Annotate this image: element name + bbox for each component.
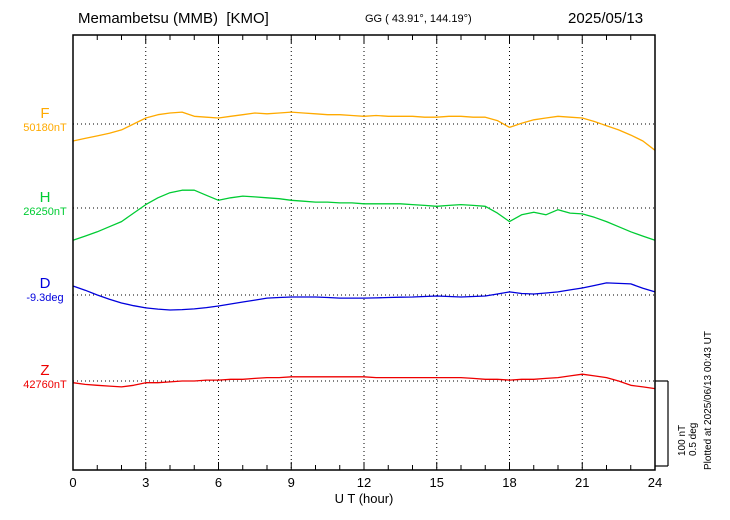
series-name-F: F bbox=[40, 105, 50, 122]
x-tick-label-24: 24 bbox=[647, 475, 663, 490]
plotted-at-note: Plotted at 2025/06/13 00:43 UT bbox=[703, 331, 714, 470]
series-label-Z: Z 42760nT bbox=[10, 363, 80, 392]
series-name-H: H bbox=[39, 189, 51, 206]
x-tick-label-9: 9 bbox=[287, 475, 295, 490]
series-baseline-F: 50180nT bbox=[23, 122, 67, 134]
trace-D bbox=[72, 282, 656, 311]
series-name-Z: Z bbox=[40, 362, 50, 379]
x-tick-labels: 0 3 6 9 12 15 18 21 24 bbox=[0, 475, 730, 491]
trace-Z bbox=[72, 373, 656, 390]
scale-bar-label-nt: 100 nT bbox=[677, 424, 688, 456]
series-baseline-Z: 42760nT bbox=[23, 379, 67, 391]
series-label-D: D -9.3deg bbox=[10, 276, 80, 305]
observation-date: 2025/05/13 bbox=[568, 10, 644, 27]
series-label-F: F 50180nT bbox=[10, 106, 80, 135]
x-tick-label-0: 0 bbox=[69, 475, 77, 490]
scale-bar-label: 100 nT 0.5 deg bbox=[677, 423, 699, 456]
x-tick-label-3: 3 bbox=[142, 475, 150, 490]
series-baseline-H: 26250nT bbox=[23, 206, 67, 218]
series-label-H: H 26250nT bbox=[10, 190, 80, 219]
trace-F bbox=[72, 111, 656, 151]
x-tick-label-15: 15 bbox=[429, 475, 444, 490]
x-tick-label-18: 18 bbox=[502, 475, 517, 490]
plot-border bbox=[72, 34, 656, 471]
scale-bar-label-deg: 0.5 deg bbox=[688, 422, 699, 456]
x-axis-label: U T (hour) bbox=[334, 491, 394, 506]
geographic-coordinates: GG ( 43.91°, 144.19°) bbox=[365, 13, 472, 25]
station-title: Memambetsu (MMB) [KMO] bbox=[78, 10, 269, 27]
series-baseline-D: -9.3deg bbox=[26, 292, 64, 304]
x-tick-label-12: 12 bbox=[356, 475, 372, 490]
series-name-D: D bbox=[39, 275, 51, 292]
x-tick-label-21: 21 bbox=[575, 475, 590, 490]
x-tick-label-6: 6 bbox=[214, 475, 223, 490]
trace-H bbox=[72, 189, 656, 241]
